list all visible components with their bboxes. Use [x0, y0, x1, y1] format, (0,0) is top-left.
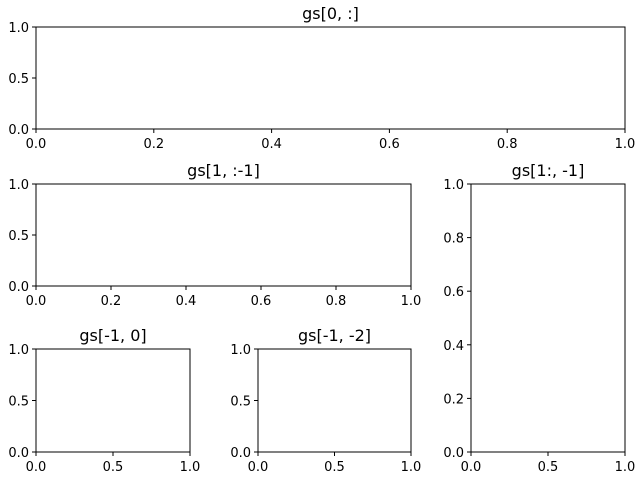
x-tick-label: 0.8 — [326, 294, 347, 309]
axes-top: gs[0, :] 0.0 0.2 0.4 0.6 0.8 1.0 0.0 0.5 1.0 — [8, 4, 635, 152]
x-tick-label: 1.0 — [615, 460, 636, 475]
y-tick-label: 0.2 — [443, 392, 464, 407]
axes-frame — [470, 183, 626, 453]
axes-title: gs[-1, -2] — [298, 326, 371, 345]
y-tick-label: 0.0 — [443, 446, 464, 461]
x-tick-label: 0.4 — [176, 294, 197, 309]
x-tick-label: 0.8 — [497, 137, 518, 152]
x-tick-label: 0.5 — [103, 460, 124, 475]
x-tick-label: 1.0 — [180, 460, 201, 475]
y-tick-label: 0.0 — [8, 280, 29, 295]
y-tick-label: 0.0 — [8, 123, 29, 138]
y-tick-label: 0.0 — [8, 446, 29, 461]
x-tick-label: 1.0 — [615, 137, 636, 152]
axes-bottom-left: gs[-1, 0] 0.0 0.5 1.0 0.0 0.5 1.0 — [8, 326, 200, 475]
x-tick-label: 0.0 — [26, 460, 47, 475]
axes-frame — [35, 183, 412, 287]
y-tick-label: 0.5 — [8, 72, 29, 87]
x-tick-label: 0.6 — [379, 137, 400, 152]
y-tick-label: 0.0 — [230, 446, 251, 461]
x-tick-label: 0.0 — [248, 460, 269, 475]
y-tick-label: 0.5 — [8, 395, 29, 410]
y-tick-label: 0.8 — [443, 232, 464, 247]
axes-middle-left: gs[1, :-1] 0.0 0.2 0.4 0.6 0.8 1.0 0.0 0.5 1.0 — [8, 161, 421, 309]
axes-right: gs[1:, -1] 0.0 0.5 1.0 0.0 0.2 0.4 0.6 0.8 1.0 — [443, 161, 635, 475]
axes-title: gs[0, :] — [302, 4, 359, 23]
y-tick-label: 0.4 — [443, 339, 464, 354]
x-tick-label: 1.0 — [401, 460, 422, 475]
y-tick-label: 0.5 — [8, 229, 29, 244]
x-tick-label: 0.0 — [26, 294, 47, 309]
y-tick-label: 1.0 — [230, 343, 251, 358]
x-tick-label: 0.0 — [26, 137, 47, 152]
y-tick-label: 1.0 — [8, 21, 29, 36]
x-tick-label: 0.4 — [261, 137, 282, 152]
x-tick-label: 0.5 — [538, 460, 559, 475]
axes-frame — [35, 348, 191, 453]
x-tick-label: 0.5 — [324, 460, 345, 475]
x-tick-label: 1.0 — [401, 294, 422, 309]
y-tick-label: 0.5 — [230, 395, 251, 410]
axes-title: gs[1, :-1] — [187, 161, 260, 180]
x-tick-label: 0.2 — [143, 137, 164, 152]
y-tick-label: 0.6 — [443, 285, 464, 300]
axes-bottom-middle: gs[-1, -2] 0.0 0.5 1.0 0.0 0.5 1.0 — [230, 326, 421, 475]
x-tick-label: 0.0 — [461, 460, 482, 475]
axes-frame — [257, 348, 412, 453]
y-tick-label: 1.0 — [8, 343, 29, 358]
y-tick-label: 1.0 — [8, 178, 29, 193]
axes-frame — [35, 26, 626, 130]
axes-title: gs[1:, -1] — [512, 161, 585, 180]
x-tick-label: 0.2 — [101, 294, 122, 309]
y-tick-label: 1.0 — [443, 178, 464, 193]
x-tick-label: 0.6 — [251, 294, 272, 309]
axes-title: gs[-1, 0] — [79, 326, 146, 345]
